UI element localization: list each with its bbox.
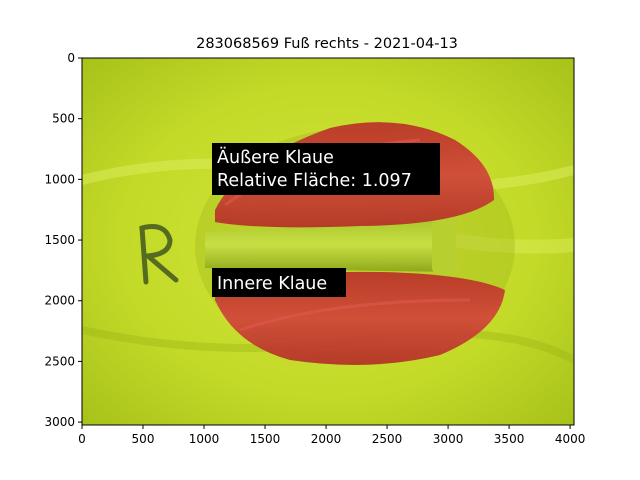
x-tick-label: 1500 <box>250 432 281 446</box>
inner-claw-label-text: Innere Klaue <box>217 274 327 294</box>
x-tick-label: 3500 <box>494 432 525 446</box>
y-tick-label: 3000 <box>44 415 75 429</box>
x-tick-label: 2000 <box>311 432 342 446</box>
x-tick-label: 500 <box>132 432 155 446</box>
inner-claw-label-box <box>212 268 346 297</box>
y-tick-label: 0 <box>67 51 75 65</box>
inner-claw-label: Innere Klaue <box>212 268 346 297</box>
y-tick-label: 2500 <box>44 354 75 368</box>
x-tick-label: 3000 <box>433 432 464 446</box>
outer-claw-label: Äußere Klaue Relative Fläche: 1.097 <box>212 143 440 195</box>
x-tick-label: 4000 <box>555 432 586 446</box>
marker-letter-r <box>139 224 179 285</box>
x-tick-label: 1000 <box>189 432 220 446</box>
cloth-fold-right <box>449 233 574 254</box>
outer-claw-label-line1: Äußere Klaue <box>217 147 334 168</box>
y-tick-label: 2000 <box>44 294 75 308</box>
inner-claw-texture <box>239 298 471 332</box>
hoof-photo <box>82 58 574 425</box>
x-axis: 0 500 1000 1500 2000 2500 3000 3500 4000 <box>78 425 585 446</box>
axes-frame <box>81 57 575 426</box>
outer-claw-label-line2: Relative Fläche: 1.097 <box>217 171 412 191</box>
figure-title: 283068569 Fuß rechts - 2021-04-13 <box>196 36 458 52</box>
x-tick-label: 0 <box>78 432 86 446</box>
y-tick-label: 500 <box>52 112 75 126</box>
interdigital-bar <box>205 218 450 272</box>
y-axis: 0 500 1000 1500 2000 2500 3000 <box>44 51 82 429</box>
outer-claw-label-box <box>212 143 440 195</box>
y-tick-label: 1500 <box>44 233 75 247</box>
x-tick-label: 2500 <box>372 432 403 446</box>
bar-end-cap <box>432 214 456 274</box>
y-tick-label: 1000 <box>44 172 75 186</box>
